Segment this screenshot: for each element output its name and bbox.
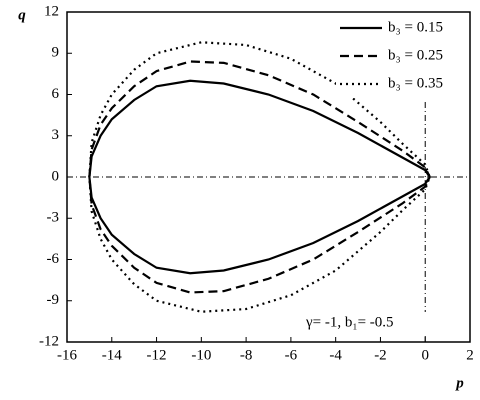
annotation: γ= -1, b₁= -0.5 bbox=[305, 314, 394, 330]
x-tick-label: -16 bbox=[57, 347, 77, 363]
y-tick-label: -12 bbox=[39, 333, 59, 349]
y-tick-label: -3 bbox=[47, 210, 60, 226]
y-tick-label: 12 bbox=[44, 3, 59, 19]
x-tick-label: 2 bbox=[466, 347, 474, 363]
y-tick-label: 9 bbox=[52, 45, 60, 61]
curve bbox=[88, 60, 431, 294]
y-tick-label: 6 bbox=[52, 86, 60, 102]
x-tick-label: -6 bbox=[285, 347, 298, 363]
y-axis-label: q bbox=[18, 7, 26, 23]
legend-label: b₃ = 0.35 bbox=[388, 75, 443, 91]
x-axis-label: p bbox=[454, 375, 464, 391]
annotation-bg bbox=[302, 312, 432, 334]
x-tick-label: -12 bbox=[147, 347, 167, 363]
y-tick-label: -9 bbox=[47, 292, 60, 308]
x-tick-label: -14 bbox=[102, 347, 122, 363]
y-tick-label: 3 bbox=[52, 127, 60, 143]
y-tick-label: 0 bbox=[52, 168, 60, 184]
x-tick-label: -4 bbox=[329, 347, 342, 363]
y-tick-label: -6 bbox=[47, 251, 60, 267]
x-tick-label: 0 bbox=[421, 347, 429, 363]
x-tick-label: -2 bbox=[374, 347, 387, 363]
x-tick-label: -10 bbox=[191, 347, 211, 363]
legend-label: b₃ = 0.15 bbox=[388, 19, 443, 35]
x-tick-label: -8 bbox=[240, 347, 253, 363]
curve bbox=[88, 79, 432, 275]
legend-label: b₃ = 0.25 bbox=[388, 47, 443, 63]
